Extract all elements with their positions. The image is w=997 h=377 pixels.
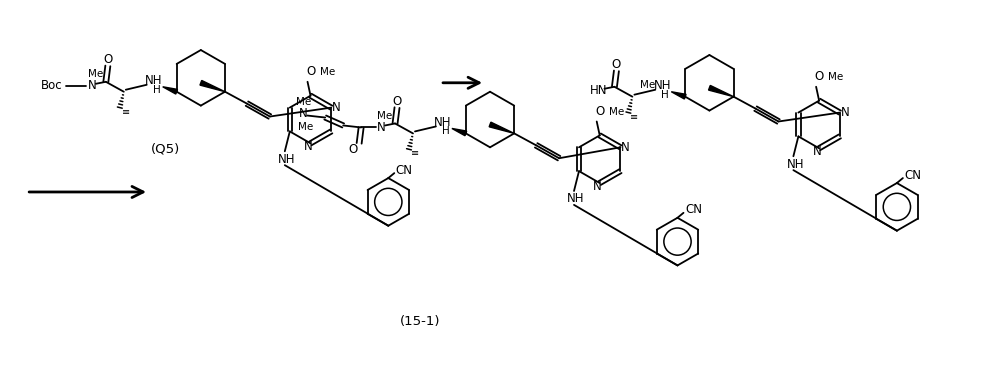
Text: ≡: ≡ — [411, 148, 419, 158]
Text: Me: Me — [378, 110, 393, 121]
Text: ≡: ≡ — [122, 107, 130, 116]
Text: CN: CN — [396, 164, 413, 177]
Polygon shape — [200, 80, 225, 92]
Text: N: N — [593, 179, 602, 193]
Polygon shape — [709, 86, 734, 97]
Text: N: N — [304, 140, 313, 153]
Polygon shape — [163, 87, 177, 94]
Text: H: H — [442, 126, 450, 136]
Text: H: H — [153, 85, 161, 95]
Polygon shape — [671, 92, 686, 99]
Text: CN: CN — [904, 169, 921, 182]
Text: NH: NH — [145, 74, 163, 87]
Text: NH: NH — [787, 158, 805, 171]
Text: HN: HN — [589, 84, 607, 97]
Text: Me: Me — [296, 97, 311, 107]
Text: N: N — [621, 141, 630, 154]
Text: (Q5): (Q5) — [152, 143, 180, 156]
Text: O: O — [393, 95, 402, 108]
Text: ≡: ≡ — [630, 112, 638, 121]
Text: Boc: Boc — [41, 79, 63, 92]
Text: Me: Me — [319, 67, 335, 77]
Text: O: O — [104, 54, 113, 66]
Text: N: N — [88, 79, 97, 92]
Text: H: H — [661, 90, 669, 100]
Text: N: N — [840, 106, 849, 119]
Text: N: N — [813, 145, 822, 158]
Text: N: N — [299, 107, 308, 120]
Text: N: N — [332, 101, 341, 114]
Text: Me: Me — [609, 107, 624, 116]
Polygon shape — [452, 129, 467, 136]
Text: O: O — [306, 65, 315, 78]
Text: NH: NH — [567, 192, 585, 205]
Text: Me: Me — [89, 69, 104, 79]
Text: Me: Me — [829, 72, 843, 82]
Text: NH: NH — [654, 79, 671, 92]
Text: Me: Me — [640, 80, 656, 90]
Text: CN: CN — [685, 203, 702, 216]
Text: O: O — [595, 105, 604, 118]
Text: Me: Me — [298, 123, 313, 132]
Text: NH: NH — [278, 153, 295, 166]
Text: NH: NH — [434, 116, 452, 129]
Text: O: O — [612, 58, 621, 71]
Text: N: N — [377, 121, 386, 134]
Text: O: O — [815, 70, 824, 83]
Text: (15-1): (15-1) — [400, 314, 441, 328]
Polygon shape — [490, 122, 514, 133]
Text: O: O — [349, 143, 358, 156]
